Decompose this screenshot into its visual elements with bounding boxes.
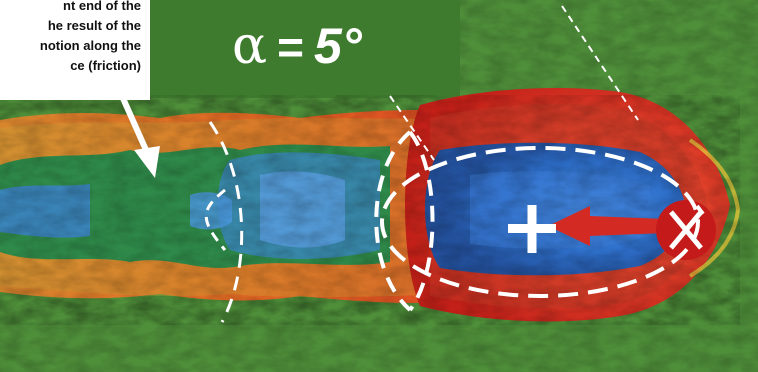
callout-text: nt end of the he result of the notion al… — [0, 0, 141, 76]
wake-front-arc — [208, 121, 244, 323]
equals-sign: = — [277, 21, 304, 73]
guide-line-1 — [389, 95, 435, 161]
circle-cross-icon — [656, 200, 716, 260]
label-panel — [150, 0, 460, 98]
red-arrow — [548, 206, 690, 246]
plus-icon — [508, 205, 556, 253]
callout-line-4: ce (friction) — [70, 58, 141, 73]
callout-box: nt end of the he result of the notion al… — [0, 0, 150, 100]
body-outline-dashed — [380, 146, 700, 298]
callout-arrow — [119, 94, 160, 178]
callout-line-2: he result of the — [47, 18, 141, 33]
angle-value: 5° — [314, 18, 362, 74]
alpha-symbol: α — [232, 16, 268, 76]
callout-line-3: notion along the — [39, 38, 141, 53]
callout-line-1: nt end of the — [63, 0, 141, 13]
guide-line-2 — [561, 5, 639, 121]
angle-label: α = 5° — [232, 14, 362, 78]
